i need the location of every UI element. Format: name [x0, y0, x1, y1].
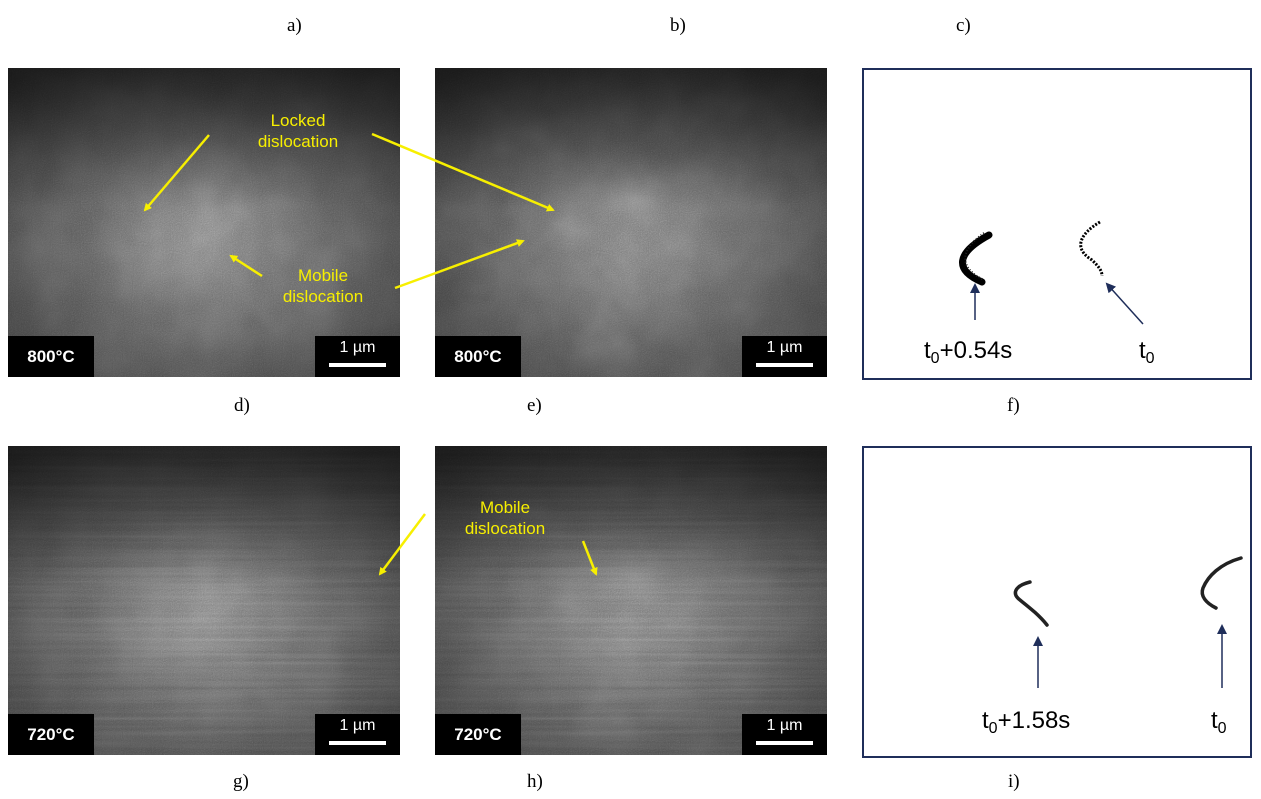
scale-line — [329, 741, 386, 745]
scale-bar: 1 µm — [742, 714, 827, 755]
time-symbol: t — [982, 707, 989, 734]
label-b: b) — [670, 15, 686, 36]
tem-image-800c-right: 800°C 1 µm — [435, 68, 827, 377]
label-d: d) — [234, 395, 250, 416]
dislocation-traces — [1013, 556, 1243, 688]
locked-dislocation-label: Locked dislocation — [240, 110, 356, 152]
time-symbol: t — [924, 337, 931, 364]
annotation-line: dislocation — [282, 287, 364, 306]
time-offset: +1.58s — [997, 707, 1071, 734]
tem-image-800c-left: 800°C 1 µm — [8, 68, 400, 377]
annotation-line: dislocation — [464, 519, 546, 538]
annotation-line: Locked — [270, 111, 326, 130]
temperature-badge: 720°C — [8, 714, 94, 755]
scale-label: 1 µm — [339, 717, 376, 734]
dislocation-trace-initial — [1200, 556, 1243, 610]
annotation-line: Mobile — [297, 266, 349, 285]
time-label-initial: t0 — [1139, 338, 1155, 372]
label-i: i) — [1008, 771, 1020, 792]
time-subscript: 0 — [1145, 350, 1155, 367]
scale-bar: 1 µm — [315, 336, 400, 377]
trace-arrow-initial — [1105, 282, 1144, 325]
tem-image-720c-left: 720°C 1 µm — [8, 446, 400, 755]
dislocation-trace-later — [959, 231, 993, 286]
scale-label: 1 µm — [339, 339, 376, 356]
mobile-dislocation-label-2: Mobile dislocation — [447, 497, 563, 539]
scale-label: 1 µm — [766, 717, 803, 734]
mobile-dislocation-label: Mobile dislocation — [265, 265, 381, 307]
tem-texture — [435, 446, 827, 755]
scale-line — [329, 363, 386, 367]
temperature-badge: 800°C — [435, 336, 521, 377]
time-label-initial: t0 — [1211, 708, 1227, 742]
temperature-badge: 800°C — [8, 336, 94, 377]
scale-label: 1 µm — [766, 339, 803, 356]
label-a: a) — [287, 15, 302, 36]
label-e: e) — [527, 395, 542, 416]
annotation-line: Mobile — [479, 498, 531, 517]
tem-texture — [435, 68, 827, 377]
dislocation-traces — [959, 220, 1144, 325]
time-label-later: t0+1.58s — [982, 708, 1070, 742]
time-symbol: t — [1211, 707, 1218, 734]
scale-bar: 1 µm — [315, 714, 400, 755]
scale-line — [756, 363, 813, 367]
time-offset: +0.54s — [939, 337, 1013, 364]
label-h: h) — [527, 771, 543, 792]
temperature-badge: 720°C — [435, 714, 521, 755]
time-subscript: 0 — [930, 350, 940, 367]
annotation-line: dislocation — [257, 132, 339, 151]
tem-texture — [8, 68, 400, 377]
label-g: g) — [233, 771, 249, 792]
scale-bar: 1 µm — [742, 336, 827, 377]
label-f: f) — [1007, 395, 1020, 416]
time-subscript: 0 — [1217, 720, 1227, 737]
time-label-later: t0+0.54s — [924, 338, 1012, 372]
scale-line — [756, 741, 813, 745]
time-symbol: t — [1139, 337, 1146, 364]
tem-texture — [8, 446, 400, 755]
trace-panel-720c: t0+1.58s t0 — [862, 446, 1252, 758]
label-c: c) — [956, 15, 971, 36]
dislocation-trace-later — [1013, 580, 1049, 627]
tem-image-720c-right: 720°C 1 µm — [435, 446, 827, 755]
trace-panel-800c: t0+0.54s t0 — [862, 68, 1252, 380]
dislocation-trace-initial — [1079, 220, 1104, 277]
time-subscript: 0 — [988, 720, 998, 737]
